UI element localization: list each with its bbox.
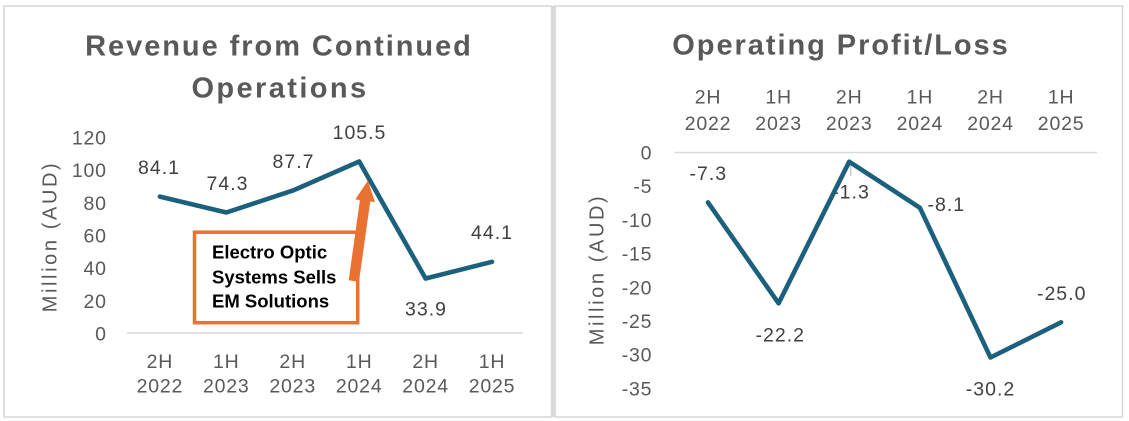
svg-text:-10: -10 [622, 210, 653, 232]
svg-text:1H: 1H [1048, 87, 1075, 109]
svg-text:1H: 1H [765, 87, 792, 109]
svg-text:2H: 2H [147, 351, 174, 373]
svg-text:84.1: 84.1 [138, 157, 180, 179]
svg-text:Million (AUD): Million (AUD) [587, 194, 609, 346]
svg-text:2022: 2022 [137, 376, 184, 398]
svg-text:1H: 1H [213, 351, 240, 373]
svg-text:2025: 2025 [1038, 113, 1085, 135]
svg-text:120: 120 [72, 128, 107, 150]
svg-text:33.9: 33.9 [405, 298, 447, 320]
svg-text:Electro Optic: Electro Optic [212, 241, 327, 262]
svg-text:2024: 2024 [967, 113, 1014, 135]
svg-text:-30.2: -30.2 [966, 379, 1015, 401]
svg-text:-1.3: -1.3 [832, 181, 870, 203]
svg-text:Revenue from Continued: Revenue from Continued [85, 31, 473, 63]
svg-text:1H: 1H [907, 87, 934, 109]
svg-text:-25.0: -25.0 [1037, 283, 1086, 305]
svg-text:2023: 2023 [755, 113, 802, 135]
svg-text:40: 40 [84, 258, 107, 280]
svg-text:80: 80 [84, 193, 107, 215]
svg-text:-20: -20 [622, 277, 653, 299]
svg-text:2H: 2H [695, 87, 722, 109]
svg-text:2022: 2022 [685, 113, 732, 135]
svg-text:Systems Sells: Systems Sells [212, 267, 336, 288]
svg-text:EM Solutions: EM Solutions [212, 291, 329, 312]
svg-text:100: 100 [72, 160, 107, 182]
svg-text:0: 0 [641, 143, 653, 165]
svg-text:-8.1: -8.1 [927, 194, 965, 216]
svg-text:0: 0 [95, 324, 107, 346]
svg-text:-7.3: -7.3 [689, 163, 727, 185]
svg-text:2024: 2024 [402, 376, 449, 398]
svg-text:-25: -25 [622, 311, 653, 333]
svg-text:2023: 2023 [826, 113, 873, 135]
svg-text:60: 60 [84, 226, 107, 248]
svg-text:105.5: 105.5 [333, 122, 387, 144]
svg-text:Operating Profit/Loss: Operating Profit/Loss [672, 30, 1009, 62]
svg-text:-35: -35 [622, 378, 653, 400]
svg-text:2024: 2024 [336, 376, 383, 398]
svg-text:2H: 2H [977, 87, 1004, 109]
svg-text:2024: 2024 [897, 113, 944, 135]
svg-text:1H: 1H [346, 351, 373, 373]
svg-text:-22.2: -22.2 [756, 325, 805, 347]
svg-text:-15: -15 [622, 244, 653, 266]
svg-text:2H: 2H [412, 351, 439, 373]
svg-text:-5: -5 [633, 176, 652, 198]
svg-text:2023: 2023 [203, 376, 250, 398]
svg-text:Operations: Operations [191, 73, 368, 105]
svg-text:1H: 1H [479, 351, 506, 373]
svg-text:2H: 2H [279, 351, 306, 373]
svg-text:44.1: 44.1 [471, 222, 513, 244]
svg-text:2023: 2023 [269, 376, 316, 398]
svg-text:74.3: 74.3 [207, 173, 249, 195]
svg-text:-30: -30 [622, 345, 653, 367]
svg-text:2025: 2025 [469, 376, 516, 398]
svg-text:Million (AUD): Million (AUD) [40, 161, 62, 313]
svg-text:87.7: 87.7 [273, 151, 315, 173]
svg-text:2H: 2H [836, 87, 863, 109]
svg-text:20: 20 [84, 291, 107, 313]
